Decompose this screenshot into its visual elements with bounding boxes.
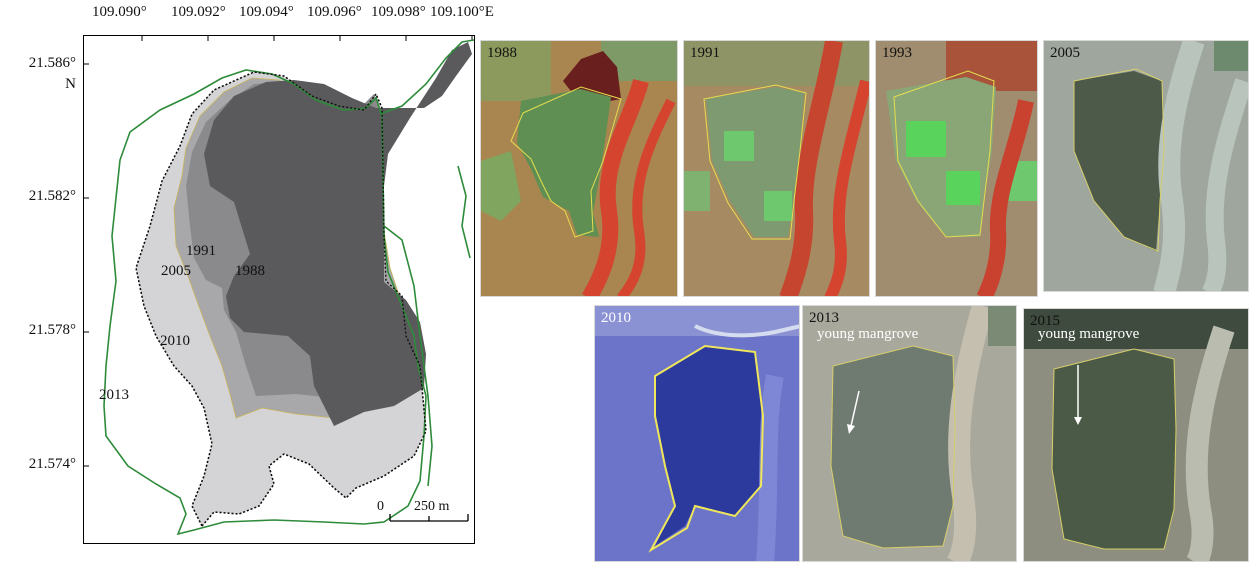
- map-canvas: [84, 36, 474, 536]
- outline-2013-east-channel: [383, 225, 433, 487]
- lat-tick-label: 21.586°: [28, 55, 76, 71]
- panel-year-label: 1988: [487, 45, 517, 61]
- map-year-label-1988: 1988: [235, 263, 265, 279]
- area-1988: [204, 42, 472, 426]
- map-year-label-2010: 2010: [160, 333, 190, 349]
- satellite-panel-1993: 1993: [875, 40, 1038, 297]
- satellite-panel-1988: 1988: [480, 40, 678, 297]
- outline-2013-far-east: [457, 165, 471, 259]
- lon-tick-label: 109.090°: [92, 4, 147, 20]
- outline-2013: [103, 69, 427, 536]
- lat-hemisphere-label: N: [65, 76, 76, 92]
- satellite-panel-2013: 2013 young mangrove: [802, 305, 1017, 562]
- lat-tick-label: 21.582°: [28, 188, 76, 204]
- annotation-arrow: [850, 390, 860, 427]
- map-year-label-2013: 2013: [99, 387, 129, 403]
- satellite-image-1993: [876, 41, 1037, 296]
- map-year-label-2005: 2005: [161, 263, 191, 279]
- scale-bar: [389, 514, 469, 522]
- outline-2013-northeast: [379, 39, 474, 115]
- lon-tick-label: 109.098°: [371, 4, 426, 20]
- scale-bar-zero: 0: [377, 499, 384, 514]
- lon-tick-label: 109.100°E: [430, 4, 494, 20]
- lon-tick-label: 109.094°: [239, 4, 294, 20]
- satellite-image-1991: [684, 41, 869, 296]
- panel-year-label: 2015: [1030, 313, 1060, 329]
- scale-bar-label: 250 m: [414, 499, 450, 514]
- young-mangrove-annotation: young mangrove: [817, 326, 919, 342]
- mangrove-extent-map: 1991 2005 1988 2010 2013 0 250 m: [83, 35, 475, 544]
- satellite-image-2005: [1044, 41, 1248, 291]
- satellite-panel-1991: 1991: [683, 40, 870, 297]
- lon-tick-label: 109.096°: [307, 4, 362, 20]
- satellite-panel-2005: 2005: [1043, 40, 1249, 292]
- satellite-panel-2010: 2010: [594, 305, 800, 562]
- satellite-panel-2015: 2015 young mangrove: [1023, 308, 1249, 562]
- panel-year-label: 2005: [1050, 45, 1080, 61]
- lat-tick-label: 21.574°: [28, 456, 76, 472]
- panel-year-label: 2010: [601, 310, 631, 326]
- satellite-image-2013: [803, 306, 1016, 561]
- panel-year-label: 1991: [690, 45, 720, 61]
- panel-year-label: 2013: [809, 310, 839, 326]
- map-year-label-1991: 1991: [186, 243, 216, 259]
- lon-tick-label: 109.092°: [171, 4, 226, 20]
- panel-year-label: 1993: [882, 45, 912, 61]
- satellite-image-2015: [1024, 309, 1248, 561]
- satellite-image-1988: [481, 41, 677, 296]
- young-mangrove-annotation: young mangrove: [1038, 326, 1140, 342]
- satellite-image-2010: [595, 306, 799, 561]
- lat-tick-label: 21.578°: [28, 322, 76, 338]
